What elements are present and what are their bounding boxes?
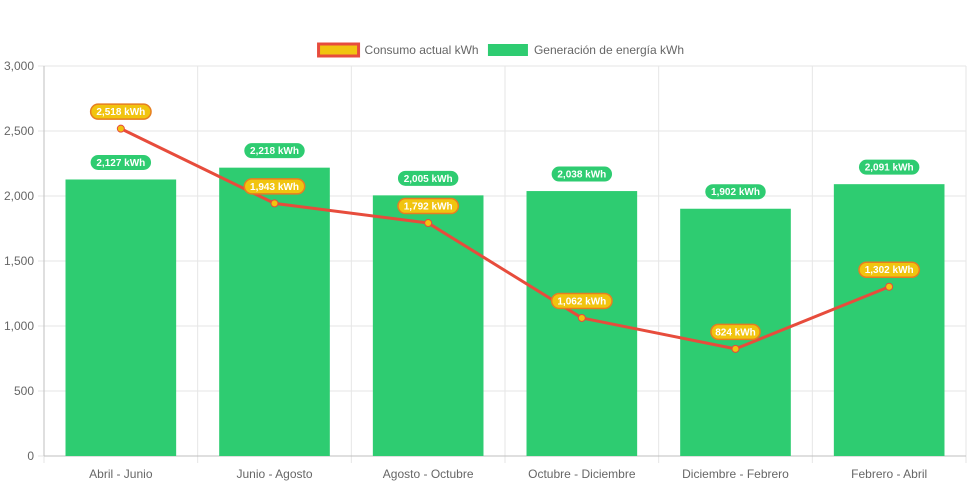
- x-tick-label: Diciembre - Febrero: [682, 467, 789, 481]
- bar-data-label-bg: [858, 159, 920, 175]
- bar[interactable]: [219, 167, 330, 456]
- y-tick-label: 3,000: [4, 59, 34, 73]
- line-data-label-bg: [710, 323, 761, 341]
- bar-data-label-bg: [244, 143, 305, 159]
- line-data-label: 824 kWh: [715, 327, 756, 338]
- line-data-label-bg: [89, 103, 152, 120]
- line-point[interactable]: [424, 219, 433, 228]
- line-data-label-bg: [858, 261, 921, 278]
- x-tick-label: Octubre - Diciembre: [528, 467, 636, 481]
- y-tick-label: 1,000: [4, 319, 34, 333]
- bar-data-label-bg: [397, 170, 459, 186]
- bar[interactable]: [833, 184, 945, 457]
- bar-data-label: 1,902 kWh: [711, 187, 760, 198]
- x-tick-label: Abril - Junio: [89, 467, 153, 481]
- y-tick-label: 0: [27, 449, 34, 463]
- line-data-label-bg: [397, 197, 460, 215]
- line-data-label-bg: [550, 292, 613, 310]
- legend-label[interactable]: Generación de energía kWh: [534, 43, 684, 57]
- y-tick-label: 500: [14, 384, 34, 398]
- line-data-label: 1,302 kWh: [865, 265, 914, 276]
- line-data-label: 1,943 kWh: [250, 182, 299, 193]
- bar-data-label: 2,091 kWh: [865, 163, 914, 174]
- line-point[interactable]: [270, 199, 279, 208]
- y-tick-label: 1,500: [4, 254, 34, 268]
- bar-data-label: 2,038 kWh: [557, 170, 606, 181]
- x-tick-label: Agosto - Octubre: [383, 467, 474, 481]
- x-tick-label: Junio - Agosto: [236, 467, 312, 481]
- line-data-label: 1,792 kWh: [404, 202, 453, 213]
- line-data-label-bg: [243, 178, 306, 195]
- bar[interactable]: [372, 195, 484, 456]
- bar-data-label: 2,005 kWh: [404, 174, 453, 185]
- line-data-label: 2,518 kWh: [96, 107, 145, 118]
- line-point[interactable]: [731, 344, 740, 353]
- bar[interactable]: [526, 191, 638, 456]
- line-point[interactable]: [577, 313, 586, 322]
- bar-data-label-bg: [551, 166, 613, 182]
- y-tick-label: 2,500: [4, 124, 34, 138]
- x-tick-label: Febrero - Abril: [851, 467, 927, 481]
- bar[interactable]: [65, 179, 177, 457]
- line-data-label: 1,062 kWh: [557, 296, 606, 307]
- line-point[interactable]: [116, 124, 125, 133]
- bar-data-label: 2,127 kWh: [96, 158, 145, 169]
- legend-swatch[interactable]: [317, 42, 361, 58]
- legend-swatch[interactable]: [487, 44, 528, 56]
- bar-data-label-bg: [90, 154, 152, 170]
- legend-label[interactable]: Consumo actual kWh: [365, 43, 479, 57]
- bar-data-label-bg: [705, 184, 766, 200]
- y-tick-label: 2,000: [4, 189, 34, 203]
- bar-data-label: 2,218 kWh: [250, 146, 299, 157]
- line-point[interactable]: [885, 282, 894, 291]
